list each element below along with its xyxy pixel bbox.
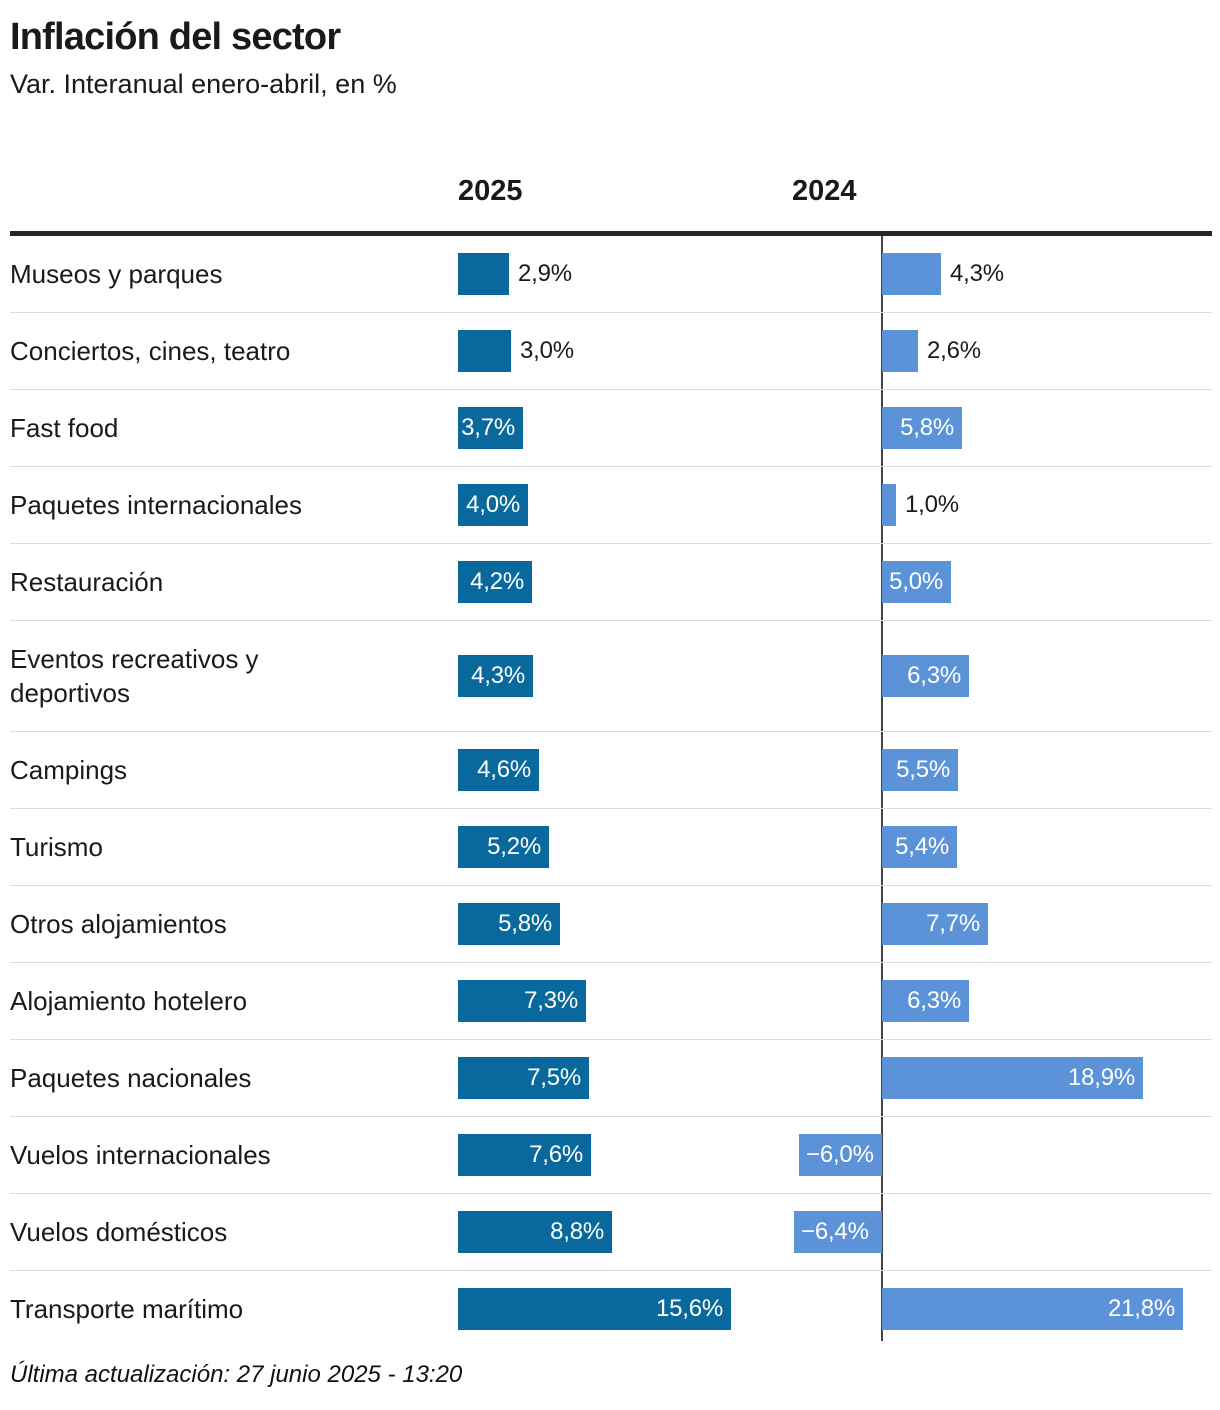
category-label: Vuelos domésticos [10, 1217, 228, 1247]
category-label: Campings [10, 755, 128, 785]
value-label-2024: 18,9% [1067, 1064, 1135, 1091]
bar-2025: 7,3% [458, 980, 586, 1022]
header-rule [10, 231, 1212, 236]
table-row: Otros alojamientos 5,8% 7,7% [10, 885, 1212, 962]
rows: Museos y parques 2,9% 4,3% Conciertos, c… [10, 236, 1212, 1347]
category-label: Transporte marítimo [10, 1294, 244, 1324]
last-updated: Última actualización: 27 junio 2025 - 13… [10, 1361, 463, 1388]
chart-subtitle: Var. Interanual enero-abril, en % [10, 69, 397, 99]
bar-2025 [458, 253, 509, 295]
value-label-2025: 15,6% [655, 1295, 723, 1322]
bar-2025: 5,8% [458, 903, 560, 945]
value-label-2025: 7,3% [524, 987, 578, 1014]
bar-2024: 7,7% [882, 903, 988, 945]
bar-2024: 21,8% [882, 1288, 1183, 1330]
value-label-2024: 5,5% [896, 756, 950, 783]
table-row: Eventos recreativos y deportivos 4,3% 6,… [10, 620, 1212, 731]
category-label: Alojamiento hotelero [10, 986, 248, 1016]
value-label-2025: 5,8% [498, 910, 552, 937]
column-headers: 2025 2024 [10, 173, 1212, 209]
value-label-2025: 3,7% [461, 414, 515, 441]
value-label-2024: 5,8% [900, 414, 954, 441]
value-label-2024: −6,4% [801, 1218, 869, 1245]
category-label: Museos y parques [10, 259, 223, 289]
table-row: Vuelos domésticos 8,8% −6,4% [10, 1193, 1212, 1270]
value-label-2025: 4,0% [466, 491, 520, 518]
table-row: Museos y parques 2,9% 4,3% [10, 236, 1212, 312]
bar-2025: 8,8% [458, 1211, 612, 1253]
category-label: Turismo [10, 832, 103, 862]
value-label-2025: 2,9% [518, 260, 572, 287]
page-title: Inflación del sector [10, 16, 341, 58]
bar-2024 [882, 484, 896, 526]
category-label: Paquetes internacionales [10, 490, 302, 520]
value-label-2024: 6,3% [907, 987, 961, 1014]
value-label-2025: 4,2% [470, 568, 524, 595]
category-label: Vuelos internacionales [10, 1140, 271, 1170]
value-label-2025: 4,3% [471, 662, 525, 689]
value-label-2024: 7,7% [926, 910, 980, 937]
value-label-2024: 21,8% [1107, 1295, 1175, 1322]
value-label-2024: 6,3% [907, 662, 961, 689]
column-header-2025: 2025 [458, 175, 523, 207]
bar-2025: 7,5% [458, 1057, 589, 1099]
value-label-2024: −6,0% [806, 1141, 874, 1168]
category-label: Restauración [10, 567, 164, 597]
bar-2025: 4,0% [458, 484, 528, 526]
bar-2024: 6,3% [882, 980, 969, 1022]
table-row: Paquetes internacionales 4,0% 1,0% [10, 466, 1212, 543]
bar-2024: 6,3% [882, 655, 969, 697]
bar-2024 [882, 330, 918, 372]
value-label-2024: 5,0% [889, 568, 943, 595]
value-label-2025: 4,6% [477, 756, 531, 783]
value-label-2025: 7,5% [527, 1064, 581, 1091]
table-row: Turismo 5,2% 5,4% [10, 808, 1212, 885]
value-label-2024: 2,6% [927, 337, 981, 364]
table-row: Conciertos, cines, teatro 3,0% 2,6% [10, 312, 1212, 389]
value-label-2025: 7,6% [529, 1141, 583, 1168]
bar-2024: 5,4% [882, 826, 957, 868]
column-header-2024: 2024 [792, 175, 857, 207]
value-label-2024: 4,3% [950, 260, 1004, 287]
bar-2024: −6,4% [794, 1211, 882, 1253]
value-label-2025: 5,2% [487, 833, 541, 860]
category-label: Fast food [10, 413, 119, 443]
bar-2024: 5,5% [882, 749, 958, 791]
bar-2024: −6,0% [799, 1134, 882, 1176]
table-row: Vuelos internacionales 7,6% −6,0% [10, 1116, 1212, 1193]
value-label-2025: 8,8% [550, 1218, 604, 1245]
bar-2025: 5,2% [458, 826, 549, 868]
value-label-2025: 3,0% [520, 337, 574, 364]
table-row: Paquetes nacionales 7,5% 18,9% [10, 1039, 1212, 1116]
bar-2025: 4,6% [458, 749, 539, 791]
value-label-2024: 5,4% [895, 833, 949, 860]
table-row: Alojamiento hotelero 7,3% 6,3% [10, 962, 1212, 1039]
bar-2025: 3,7% [458, 407, 523, 449]
category-label: Paquetes nacionales [10, 1063, 252, 1093]
bar-2024: 5,8% [882, 407, 962, 449]
table-row: Transporte marítimo 15,6% 21,8% [10, 1270, 1212, 1347]
bar-2024: 18,9% [882, 1057, 1143, 1099]
category-label: Eventos recreativos y deportivos [10, 644, 259, 708]
bar-2024: 5,0% [882, 561, 951, 603]
bar-2025: 4,2% [458, 561, 532, 603]
bar-2025: 4,3% [458, 655, 533, 697]
table-row: Fast food 3,7% 5,8% [10, 389, 1212, 466]
table-row: Restauración 4,2% 5,0% [10, 543, 1212, 620]
bar-2025 [458, 330, 511, 372]
bar-2025: 15,6% [458, 1288, 731, 1330]
bar-2024 [882, 253, 941, 295]
category-label: Conciertos, cines, teatro [10, 336, 291, 366]
bar-2025: 7,6% [458, 1134, 591, 1176]
value-label-2024: 1,0% [905, 491, 959, 518]
table-row: Campings 4,6% 5,5% [10, 731, 1212, 808]
category-label: Otros alojamientos [10, 909, 227, 939]
